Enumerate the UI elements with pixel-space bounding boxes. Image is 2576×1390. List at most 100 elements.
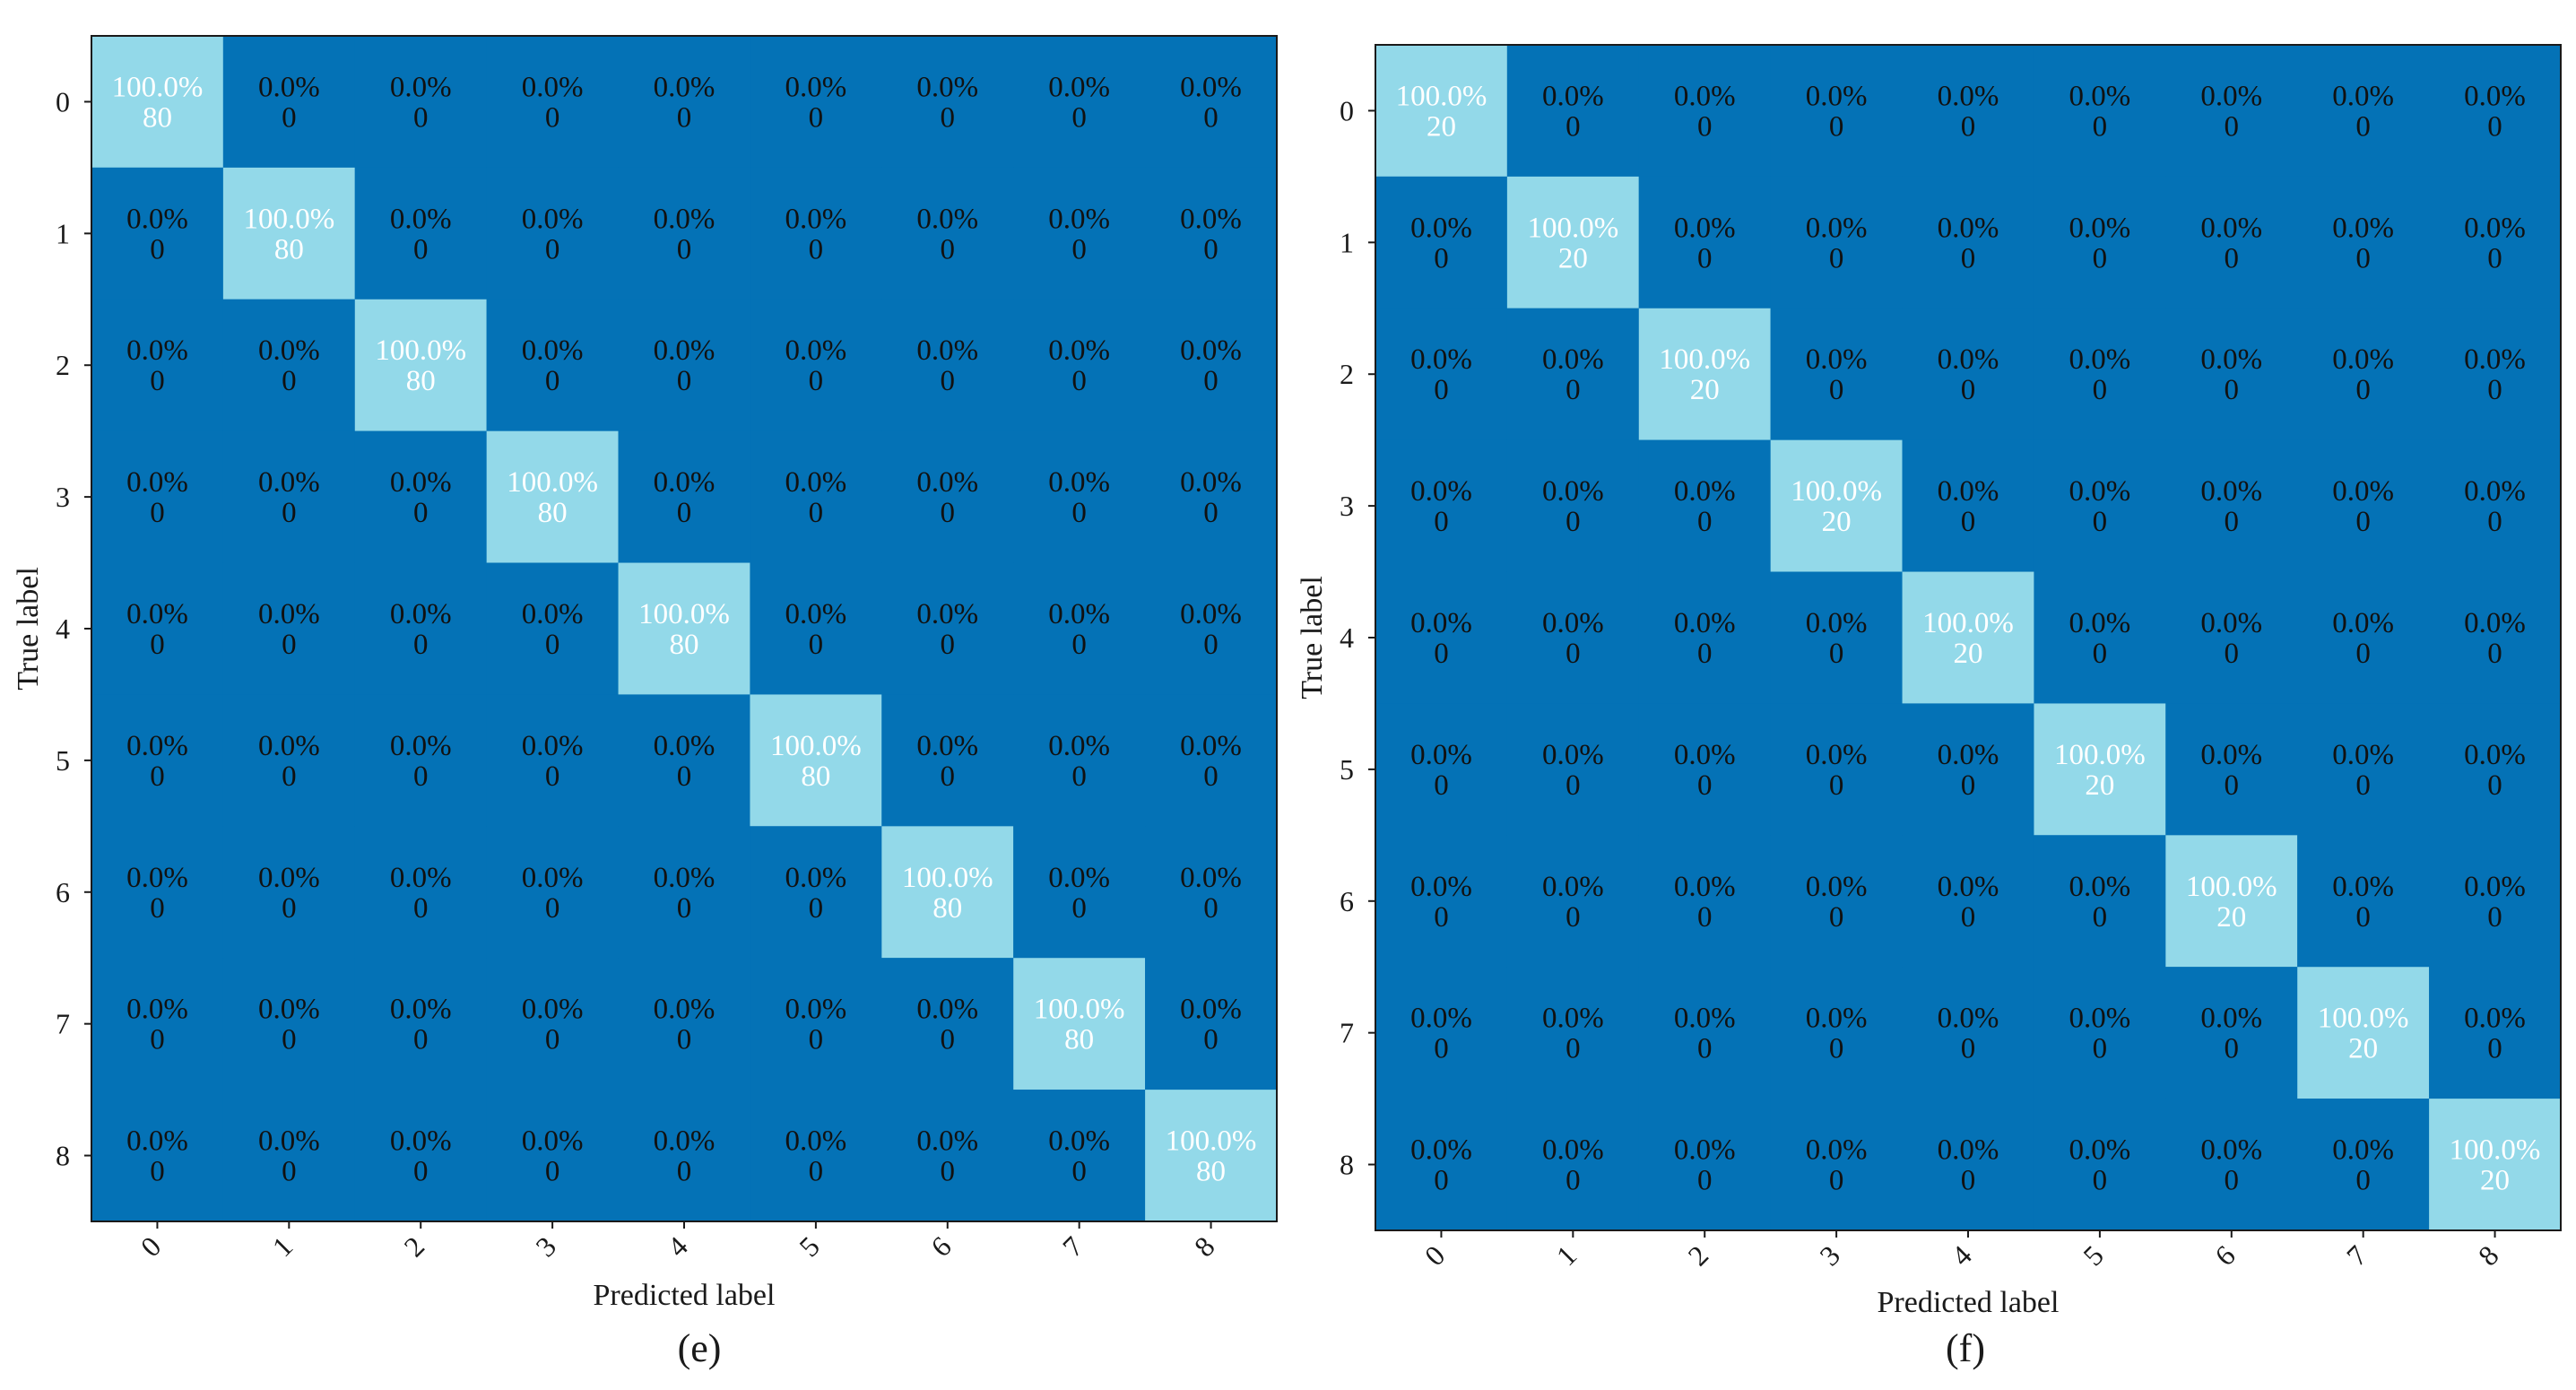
cell-percent-label: 0.0% xyxy=(390,203,452,235)
cell-count-label: 80 xyxy=(932,892,962,925)
heatmap-cell xyxy=(881,36,1014,168)
cell-count-label: 0 xyxy=(1961,1165,1976,1197)
cell-count-label: 0 xyxy=(1566,638,1581,670)
x-tick-label: 7 xyxy=(1056,1229,1089,1263)
cell-count-label: 0 xyxy=(677,760,692,793)
x-tick-label: 2 xyxy=(1681,1238,1714,1272)
cell-percent-label: 0.0% xyxy=(126,598,188,630)
cell-percent-label: 0.0% xyxy=(126,994,188,1026)
cell-percent-label: 0.0% xyxy=(1806,343,1868,376)
cell-percent-label: 0.0% xyxy=(785,1125,847,1158)
heatmap-cell xyxy=(2297,967,2430,1099)
heatmap-cell xyxy=(91,694,223,827)
cell-count-label: 0 xyxy=(2487,1033,2502,1065)
cell-percent-label: 100.0% xyxy=(2054,739,2146,771)
heatmap-cell xyxy=(1375,176,1507,308)
heatmap-cell xyxy=(1638,703,1771,836)
heatmap-cell xyxy=(2034,967,2166,1099)
cell-percent-label: 100.0% xyxy=(1166,1125,1257,1158)
cell-count-label: 0 xyxy=(1566,1033,1581,1065)
x-tick-label: 5 xyxy=(793,1229,826,1263)
cell-count-label: 0 xyxy=(941,1024,956,1056)
cell-count-label: 0 xyxy=(150,629,165,661)
y-tick-label: 7 xyxy=(1340,1017,1354,1049)
cell-count-label: 0 xyxy=(545,760,560,793)
cell-percent-label: 0.0% xyxy=(916,466,978,499)
cell-count-label: 0 xyxy=(1697,110,1713,143)
cell-count-label: 0 xyxy=(2093,374,2108,406)
cell-count-label: 0 xyxy=(1697,242,1713,274)
cell-percent-label: 0.0% xyxy=(785,598,847,630)
cell-percent-label: 0.0% xyxy=(1410,343,1472,376)
cell-percent-label: 0.0% xyxy=(522,994,584,1026)
heatmap-cell xyxy=(1638,571,1771,704)
x-tick-label: 4 xyxy=(1945,1238,1978,1272)
heatmap-cell xyxy=(2034,571,2166,704)
cell-count-label: 20 xyxy=(1954,638,1983,670)
heatmap-cell xyxy=(2034,439,2166,572)
cell-count-label: 0 xyxy=(2093,110,2108,143)
cell-percent-label: 0.0% xyxy=(1674,212,1736,244)
cell-count-label: 0 xyxy=(1071,497,1087,529)
heatmap-cell xyxy=(1145,958,1277,1090)
cell-count-label: 0 xyxy=(282,497,297,529)
heatmap-cell xyxy=(2297,835,2430,968)
y-axis-label: True label xyxy=(12,567,45,691)
cell-count-label: 0 xyxy=(1961,374,1976,406)
cell-percent-label: 0.0% xyxy=(1180,994,1242,1026)
heatmap-cell xyxy=(881,826,1014,959)
y-tick-label: 4 xyxy=(56,612,70,645)
cell-count-label: 0 xyxy=(2093,638,2108,670)
cell-count-label: 0 xyxy=(150,1156,165,1188)
cell-count-label: 80 xyxy=(538,497,568,529)
cell-count-label: 0 xyxy=(1071,760,1087,793)
heatmap-cell xyxy=(1375,967,1507,1099)
cell-percent-label: 0.0% xyxy=(2332,871,2394,903)
cell-count-label: 0 xyxy=(2355,242,2371,274)
cell-count-label: 0 xyxy=(150,233,165,265)
heatmap-cell xyxy=(222,299,355,431)
cell-count-label: 0 xyxy=(1829,769,1844,802)
cell-count-label: 0 xyxy=(677,497,692,529)
cell-count-label: 0 xyxy=(1697,506,1713,538)
cell-count-label: 20 xyxy=(2085,769,2114,802)
cell-percent-label: 0.0% xyxy=(126,1125,188,1158)
y-tick-label: 4 xyxy=(1340,621,1354,654)
heatmap-cell xyxy=(1013,826,1146,959)
cell-count-label: 0 xyxy=(1566,769,1581,802)
heatmap-cell xyxy=(618,1090,750,1221)
cell-count-label: 0 xyxy=(941,365,956,397)
cell-percent-label: 0.0% xyxy=(785,334,847,367)
cell-count-label: 20 xyxy=(1822,506,1852,538)
cell-percent-label: 0.0% xyxy=(522,1125,584,1158)
cell-percent-label: 0.0% xyxy=(916,203,978,235)
cell-count-label: 0 xyxy=(2225,374,2240,406)
heatmap-cell xyxy=(1770,703,1903,836)
cell-count-label: 0 xyxy=(1829,1033,1844,1065)
heatmap-cell xyxy=(2165,703,2298,836)
cell-percent-label: 100.0% xyxy=(112,71,204,103)
heatmap-cell xyxy=(2297,45,2430,177)
cell-percent-label: 0.0% xyxy=(1410,212,1472,244)
cell-percent-label: 0.0% xyxy=(1938,212,1999,244)
cell-count-label: 0 xyxy=(2487,901,2502,934)
x-tick-label: 0 xyxy=(134,1229,168,1263)
heatmap-cell xyxy=(1770,1099,1903,1230)
cell-percent-label: 0.0% xyxy=(1410,475,1472,508)
cell-count-label: 0 xyxy=(1829,110,1844,143)
cell-count-label: 0 xyxy=(545,101,560,134)
heatmap-cell xyxy=(222,826,355,959)
cell-count-label: 0 xyxy=(1566,374,1581,406)
cell-count-label: 0 xyxy=(1697,638,1713,670)
panel-caption: (e) xyxy=(678,1326,722,1370)
cell-percent-label: 100.0% xyxy=(507,466,598,499)
heatmap-cell xyxy=(222,430,355,563)
heatmap-cell xyxy=(1375,45,1507,177)
cell-percent-label: 0.0% xyxy=(2069,1003,2131,1035)
cell-percent-label: 0.0% xyxy=(1410,1003,1472,1035)
cell-percent-label: 0.0% xyxy=(1806,607,1868,639)
heatmap-cell xyxy=(1013,167,1146,300)
cell-percent-label: 0.0% xyxy=(522,203,584,235)
cell-count-label: 80 xyxy=(1064,1024,1094,1056)
cell-percent-label: 0.0% xyxy=(390,730,452,762)
